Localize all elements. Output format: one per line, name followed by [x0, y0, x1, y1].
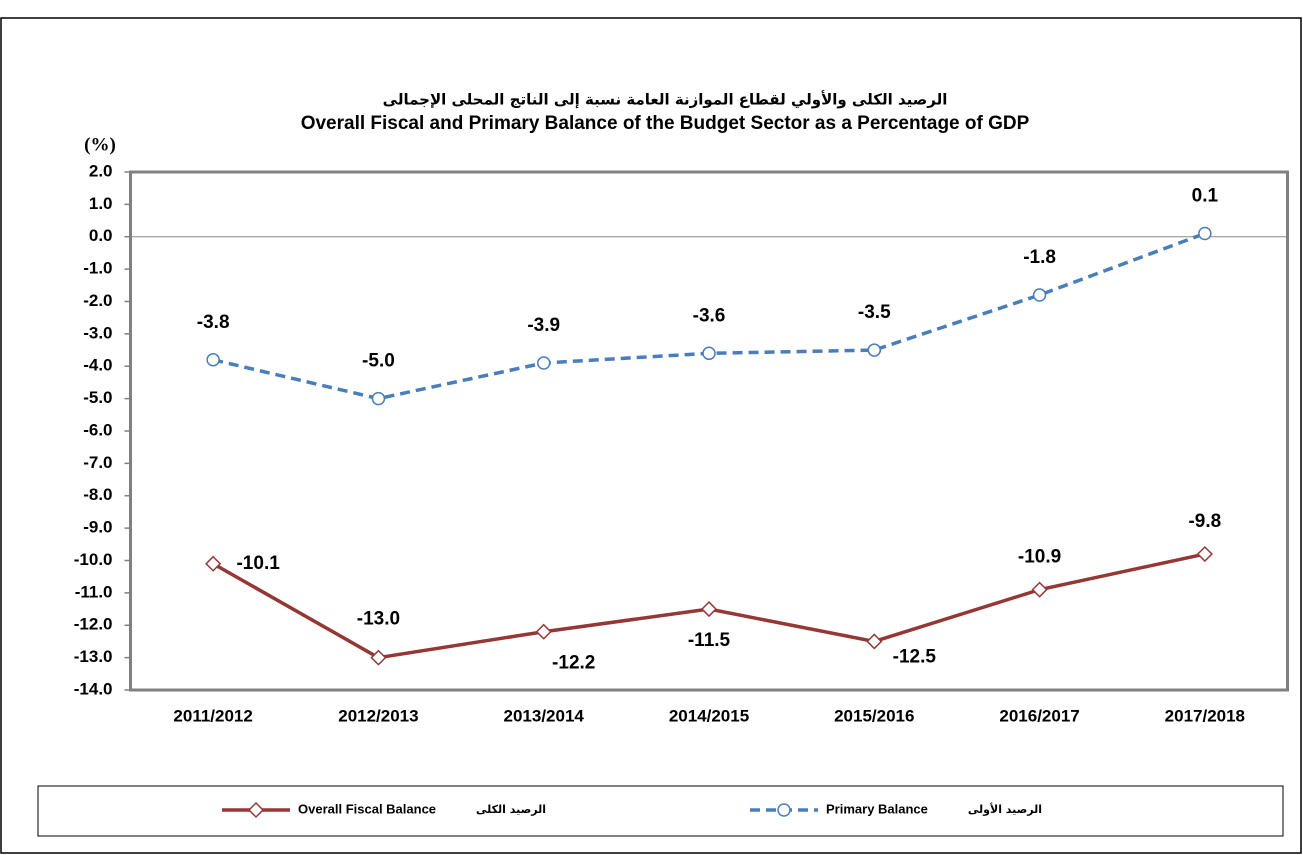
point — [1196, 545, 1213, 563]
point — [1031, 581, 1048, 598]
data-label: -3.6 — [693, 305, 726, 326]
point — [1198, 226, 1212, 241]
data-label: -12.5 — [893, 646, 937, 667]
data-label: -1.8 — [1023, 247, 1056, 268]
y-tick-label: -14.0 — [74, 679, 113, 698]
y-tick-label: -11.0 — [75, 582, 113, 601]
x-tick-label: 2016/2017 — [999, 706, 1079, 725]
data-label: -3.5 — [858, 302, 891, 323]
x-tick-label: 2017/2018 — [1165, 706, 1245, 725]
data-label: 0.1 — [1192, 186, 1219, 207]
legend-marker — [777, 803, 791, 817]
legend-label: Primary Balance — [826, 801, 928, 816]
y-tick-label: -13.0 — [74, 647, 113, 666]
y-tick-label: -4.0 — [83, 356, 112, 375]
chart-title: Overall Fiscal and Primary Balance of th… — [301, 113, 1030, 134]
point — [206, 353, 220, 367]
data-label: -13.0 — [357, 609, 400, 630]
point — [205, 555, 222, 572]
point — [700, 601, 718, 618]
data-label: -12.2 — [552, 653, 595, 674]
point — [371, 391, 386, 406]
y-tick-label: -1.0 — [83, 259, 112, 278]
y-axis-label: (%) — [84, 134, 116, 155]
y-tick-label: -7.0 — [83, 453, 112, 472]
y-tick-label: -2.0 — [83, 291, 112, 310]
x-tick-label: 2014/2015 — [669, 706, 749, 725]
point — [702, 346, 716, 361]
y-tick-label: -12.0 — [74, 615, 113, 634]
x-tick-label: 2011/2012 — [173, 706, 252, 725]
x-tick-label: 2015/2016 — [834, 706, 914, 725]
y-tick-label: -9.0 — [83, 518, 112, 537]
legend-label-ar: الرصيد الكلى — [476, 803, 546, 816]
data-label: -10.1 — [236, 553, 280, 574]
data-label: -3.8 — [197, 312, 230, 333]
data-label: -5.0 — [362, 351, 395, 372]
data-label: -9.8 — [1188, 511, 1221, 532]
y-tick-label: -5.0 — [83, 388, 112, 407]
y-tick-label: -8.0 — [83, 485, 112, 504]
y-tick-label: 2.0 — [89, 161, 113, 180]
frame — [0, 17, 1302, 854]
chart-title-ar: الرصيد الكلى والأولي لقطاع الموازنة العا… — [383, 91, 948, 109]
point — [867, 343, 882, 357]
point — [866, 633, 883, 650]
data-label: -10.9 — [1018, 547, 1061, 568]
legend-label-ar: الرصيد الأولى — [968, 802, 1042, 816]
legend-marker — [247, 801, 265, 819]
legend-label: Overall Fiscal Balance — [298, 801, 436, 816]
point — [1032, 288, 1047, 302]
point — [370, 649, 387, 666]
x-tick-label: 2013/2014 — [504, 706, 585, 725]
y-tick-label: -10.0 — [74, 550, 113, 569]
y-tick-label: 1.0 — [89, 194, 113, 213]
y-tick-label: -3.0 — [83, 323, 112, 342]
point — [536, 356, 551, 370]
data-label: -11.5 — [688, 630, 731, 651]
x-tick-label: 2012/2013 — [338, 706, 418, 725]
data-label: -3.9 — [527, 315, 560, 336]
point — [535, 623, 552, 640]
legend — [37, 785, 1284, 837]
y-tick-label: -6.0 — [83, 420, 112, 439]
y-tick-label: 0.0 — [89, 226, 113, 245]
